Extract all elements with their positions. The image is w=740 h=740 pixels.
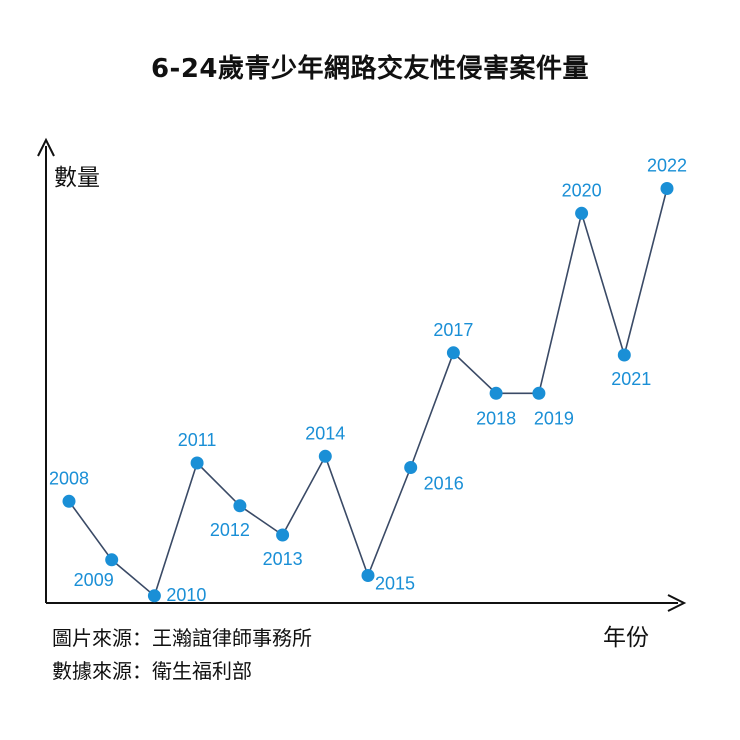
- point-label-2011: 2011: [178, 430, 217, 450]
- data-point-2015: [361, 569, 375, 582]
- point-label-2015: 2015: [375, 574, 415, 594]
- point-label-2019: 2019: [534, 408, 574, 428]
- series-layer: 2008 2009 2010 2011 2012 2013 2014 2015 2016 2017…: [49, 156, 687, 605]
- data-point-2018: [489, 386, 503, 400]
- data-point-2011: [190, 456, 204, 470]
- point-label-2017: 2017: [433, 320, 473, 340]
- x-axis-arrow: [667, 594, 687, 612]
- data-point-2020: [575, 206, 589, 220]
- point-label-2020: 2020: [562, 180, 602, 200]
- point-label-2022: 2022: [647, 156, 687, 176]
- data-point-2008: [62, 494, 76, 508]
- point-label-2012: 2012: [210, 520, 250, 540]
- point-label-2021: 2021: [611, 369, 651, 389]
- source-notes: 圖片來源：王瀚誼律師事務所 數據來源：衛生福利部: [52, 622, 312, 688]
- point-label-2008: 2008: [49, 468, 89, 488]
- point-label-2016: 2016: [424, 474, 464, 494]
- point-label-2013: 2013: [263, 549, 303, 569]
- data-point-2021: [617, 348, 631, 362]
- point-label-2018: 2018: [476, 408, 516, 428]
- chart-axes: [37, 137, 687, 612]
- data-point-2012: [233, 499, 247, 513]
- x-axis-label: 年份: [603, 625, 649, 651]
- series-line: [68, 188, 668, 598]
- y-axis-arrow: [37, 137, 55, 157]
- data-point-2017: [446, 346, 460, 360]
- data-point-2022: [660, 182, 674, 195]
- data-point-2013: [276, 528, 290, 542]
- point-label-2010: 2010: [166, 585, 206, 605]
- point-label-2014: 2014: [305, 423, 345, 443]
- chart-title: 6-24歲青少年網路交友性侵害案件量: [150, 54, 590, 84]
- data-point-2019: [532, 386, 546, 400]
- image-source-text: 圖片來源：王瀚誼律師事務所: [52, 626, 312, 650]
- data-source-text: 數據來源：衛生福利部: [52, 659, 252, 683]
- data-point-2014: [318, 449, 332, 463]
- point-label-2009: 2009: [74, 570, 114, 590]
- data-point-2016: [404, 461, 418, 474]
- data-point-2009: [105, 553, 119, 567]
- y-axis-label: 數量: [54, 165, 100, 191]
- data-point-2010: [147, 589, 161, 603]
